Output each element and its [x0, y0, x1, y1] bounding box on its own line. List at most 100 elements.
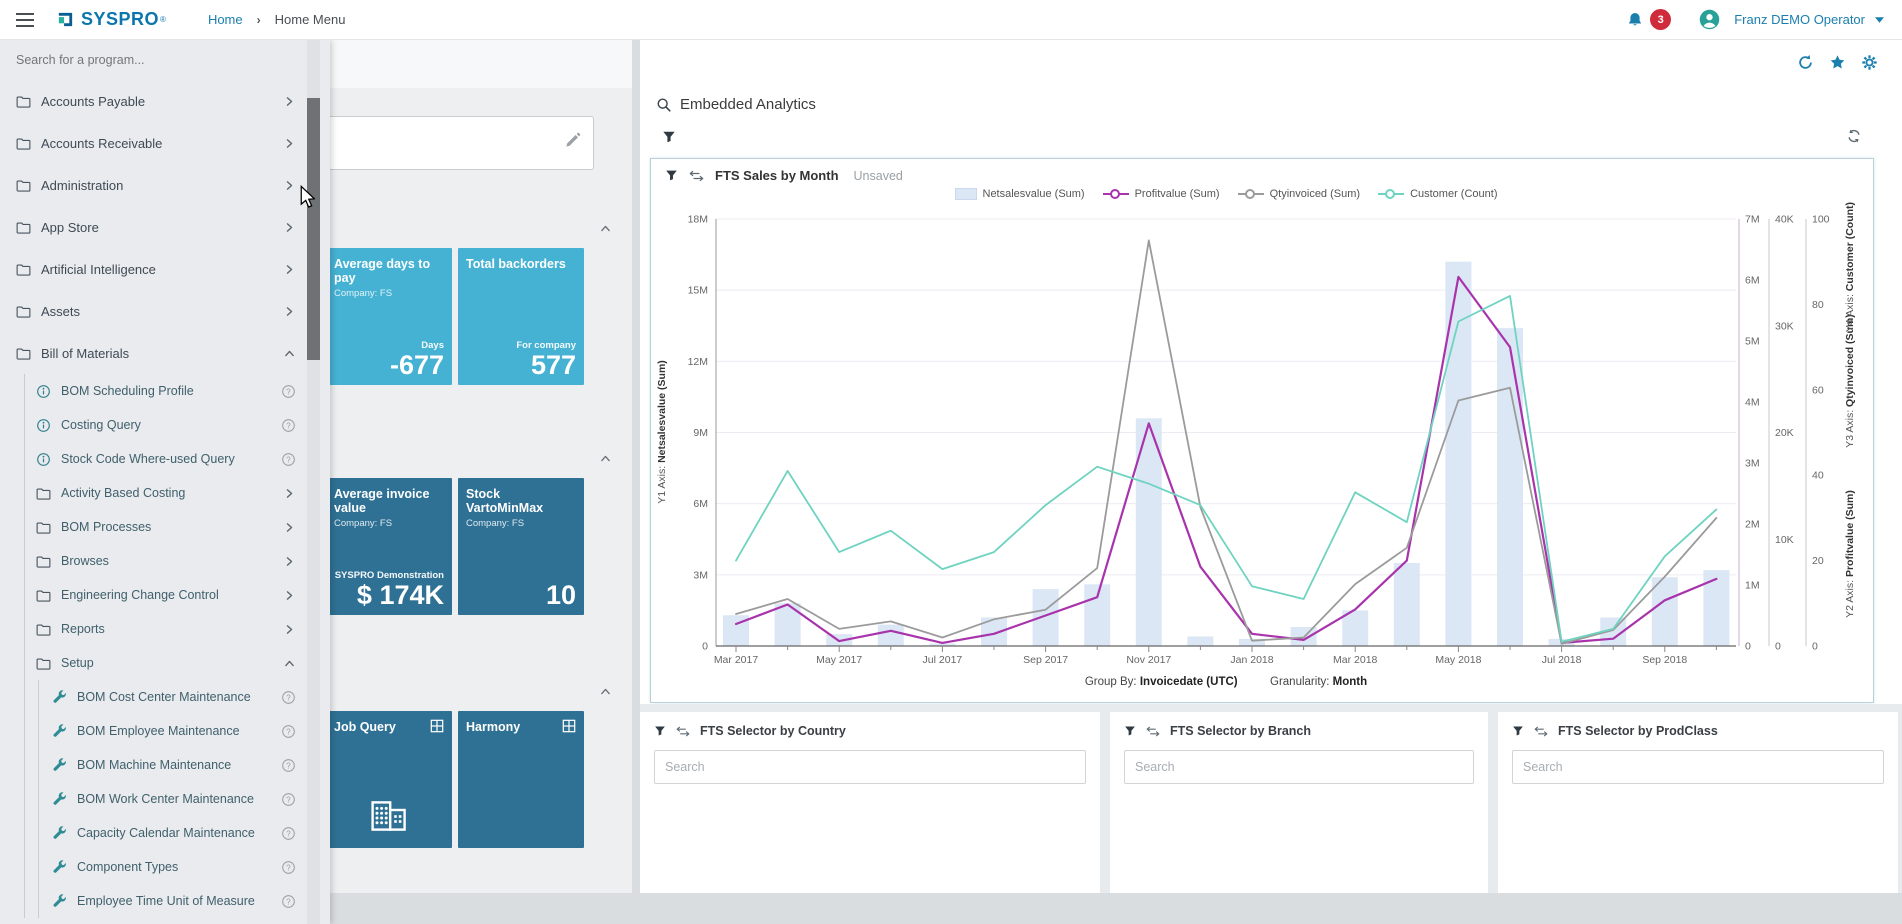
chevron-right-icon[interactable]	[283, 137, 296, 150]
sidebar-scrollbar-thumb[interactable]	[307, 98, 320, 360]
favorites-star-icon[interactable]	[1829, 54, 1846, 71]
syspro-logo[interactable]: SYSPRO ®	[56, 9, 166, 30]
chevron-right-icon[interactable]	[283, 487, 296, 500]
dashboard-tile[interactable]: Job Query	[326, 711, 452, 848]
sidebar-item[interactable]: BOM Scheduling Profile?	[0, 374, 330, 408]
chevron-right-icon[interactable]	[283, 95, 296, 108]
selector-search-input[interactable]	[1124, 750, 1474, 784]
chevron-up-icon[interactable]	[283, 347, 296, 360]
sidebar-item[interactable]: Employee Time Unit of Measure?	[0, 884, 330, 918]
pencil-icon[interactable]	[564, 132, 581, 154]
help-icon[interactable]: ?	[281, 826, 296, 841]
svg-text:3M: 3M	[693, 569, 708, 581]
svg-text:Mar 2017: Mar 2017	[714, 654, 759, 666]
chevron-right-icon[interactable]	[283, 305, 296, 318]
sidebar-item[interactable]: BOM Cost Center Maintenance?	[0, 680, 330, 714]
help-icon[interactable]: ?	[281, 384, 296, 399]
filter-funnel-icon[interactable]	[654, 725, 666, 737]
hamburger-menu-icon[interactable]	[16, 12, 34, 27]
legend-item[interactable]: Qtyinvoiced (Sum)	[1237, 188, 1360, 200]
filter-funnel-icon[interactable]	[662, 130, 676, 144]
chevron-right-icon[interactable]	[283, 589, 296, 602]
legend-item[interactable]: Netsalesvalue (Sum)	[954, 188, 1085, 200]
help-icon[interactable]: ?	[281, 418, 296, 433]
sync-icon[interactable]	[1846, 128, 1862, 144]
sidebar-item[interactable]: BOM Machine Maintenance?	[0, 748, 330, 782]
sidebar-item[interactable]: Costing Query?	[0, 408, 330, 442]
chevron-up-icon[interactable]	[283, 657, 296, 670]
sidebar-item[interactable]: Accounts Payable	[0, 80, 330, 122]
chevron-right-icon[interactable]	[283, 263, 296, 276]
dashboard-tile[interactable]: Total backorders For company 577	[458, 248, 584, 385]
sidebar-item[interactable]: Activity Based Costing	[0, 476, 330, 510]
selector-search-input[interactable]	[654, 750, 1086, 784]
sidebar-item[interactable]: Artificial Intelligence	[0, 248, 330, 290]
legend-item[interactable]: Profitvalue (Sum)	[1102, 188, 1220, 200]
chevron-right-icon[interactable]	[283, 179, 296, 192]
collapse-chevron-icon[interactable]	[599, 222, 612, 235]
sidebar-item-label: Stock Code Where-used Query	[61, 452, 235, 466]
notifications-bell-icon[interactable]	[1626, 11, 1644, 29]
sidebar-item[interactable]: BOM Work Center Maintenance?	[0, 782, 330, 816]
chart-filter-funnel-icon[interactable]	[665, 169, 678, 182]
sidebar-item[interactable]: App Store	[0, 206, 330, 248]
dashboard-tile[interactable]: Average invoice value Company: FS SYSPRO D…	[326, 478, 452, 615]
settings-gear-icon[interactable]	[1861, 54, 1878, 71]
breadcrumb-home[interactable]: Home	[207, 12, 243, 27]
collapse-chevron-icon[interactable]	[599, 452, 612, 465]
notification-count-badge[interactable]: 3	[1650, 9, 1672, 30]
sidebar-item-label: BOM Scheduling Profile	[61, 384, 194, 398]
folder-icon	[36, 554, 51, 569]
sidebar-item[interactable]: Capacity Calendar Maintenance?	[0, 816, 330, 850]
dashboard-tile[interactable]: Average days to pay Company: FS Days -677	[326, 248, 452, 385]
sidebar-item[interactable]: BOM Processes	[0, 510, 330, 544]
sidebar-item[interactable]: Setup	[0, 646, 330, 680]
chevron-right-icon[interactable]	[283, 221, 296, 234]
user-menu[interactable]: Franz DEMO Operator	[1734, 12, 1865, 27]
swap-icon[interactable]	[676, 726, 690, 737]
sidebar-item-label: Artificial Intelligence	[41, 261, 156, 277]
user-menu-caret-icon[interactable]	[1875, 16, 1884, 23]
tile-subtitle: Company: FS	[334, 287, 393, 299]
folder-icon	[36, 486, 51, 501]
selector-search-input[interactable]	[1512, 750, 1884, 784]
filter-funnel-icon[interactable]	[1512, 725, 1524, 737]
sidebar-item[interactable]: Assets	[0, 290, 330, 332]
sidebar-item[interactable]: Administration	[0, 164, 330, 206]
home-text-widget[interactable]	[326, 116, 594, 170]
user-avatar[interactable]	[1699, 9, 1720, 30]
help-icon[interactable]: ?	[281, 690, 296, 705]
sidebar-item[interactable]: Reports	[0, 612, 330, 646]
help-icon[interactable]: ?	[281, 758, 296, 773]
selector-row: FTS Selector by Country FTS Selector by B…	[640, 712, 1902, 893]
sidebar-item[interactable]: Bill of Materials	[0, 332, 330, 374]
help-icon[interactable]: ?	[281, 452, 296, 467]
sidebar-item[interactable]: Stock Code Where-used Query?	[0, 442, 330, 476]
chart-swap-icon[interactable]	[689, 170, 704, 182]
swap-icon[interactable]	[1534, 726, 1548, 737]
swap-icon[interactable]	[1146, 726, 1160, 737]
wrench-icon	[52, 825, 67, 841]
help-icon[interactable]: ?	[281, 792, 296, 807]
chart-card-header: FTS Sales by Month Unsaved	[665, 168, 903, 183]
collapse-chevron-icon[interactable]	[599, 685, 612, 698]
grid-icon[interactable]	[562, 719, 576, 738]
help-icon[interactable]: ?	[281, 724, 296, 739]
legend-item[interactable]: Customer (Count)	[1378, 188, 1497, 200]
refresh-icon[interactable]	[1797, 54, 1814, 71]
grid-icon[interactable]	[430, 719, 444, 738]
sidebar-item[interactable]: BOM Employee Maintenance?	[0, 714, 330, 748]
filter-funnel-icon[interactable]	[1124, 725, 1136, 737]
sidebar-item[interactable]: Engineering Change Control	[0, 578, 330, 612]
chevron-right-icon[interactable]	[283, 623, 296, 636]
chevron-right-icon[interactable]	[283, 521, 296, 534]
sidebar-item[interactable]: Browses	[0, 544, 330, 578]
sidebar-item[interactable]: Accounts Receivable	[0, 122, 330, 164]
program-search-input[interactable]	[0, 40, 290, 80]
help-icon[interactable]: ?	[281, 894, 296, 909]
dashboard-tile[interactable]: Harmony	[458, 711, 584, 848]
help-icon[interactable]: ?	[281, 860, 296, 875]
chevron-right-icon[interactable]	[283, 555, 296, 568]
dashboard-tile[interactable]: Stock VartoMinMax Company: FS 10	[458, 478, 584, 615]
sidebar-item[interactable]: Component Types?	[0, 850, 330, 884]
